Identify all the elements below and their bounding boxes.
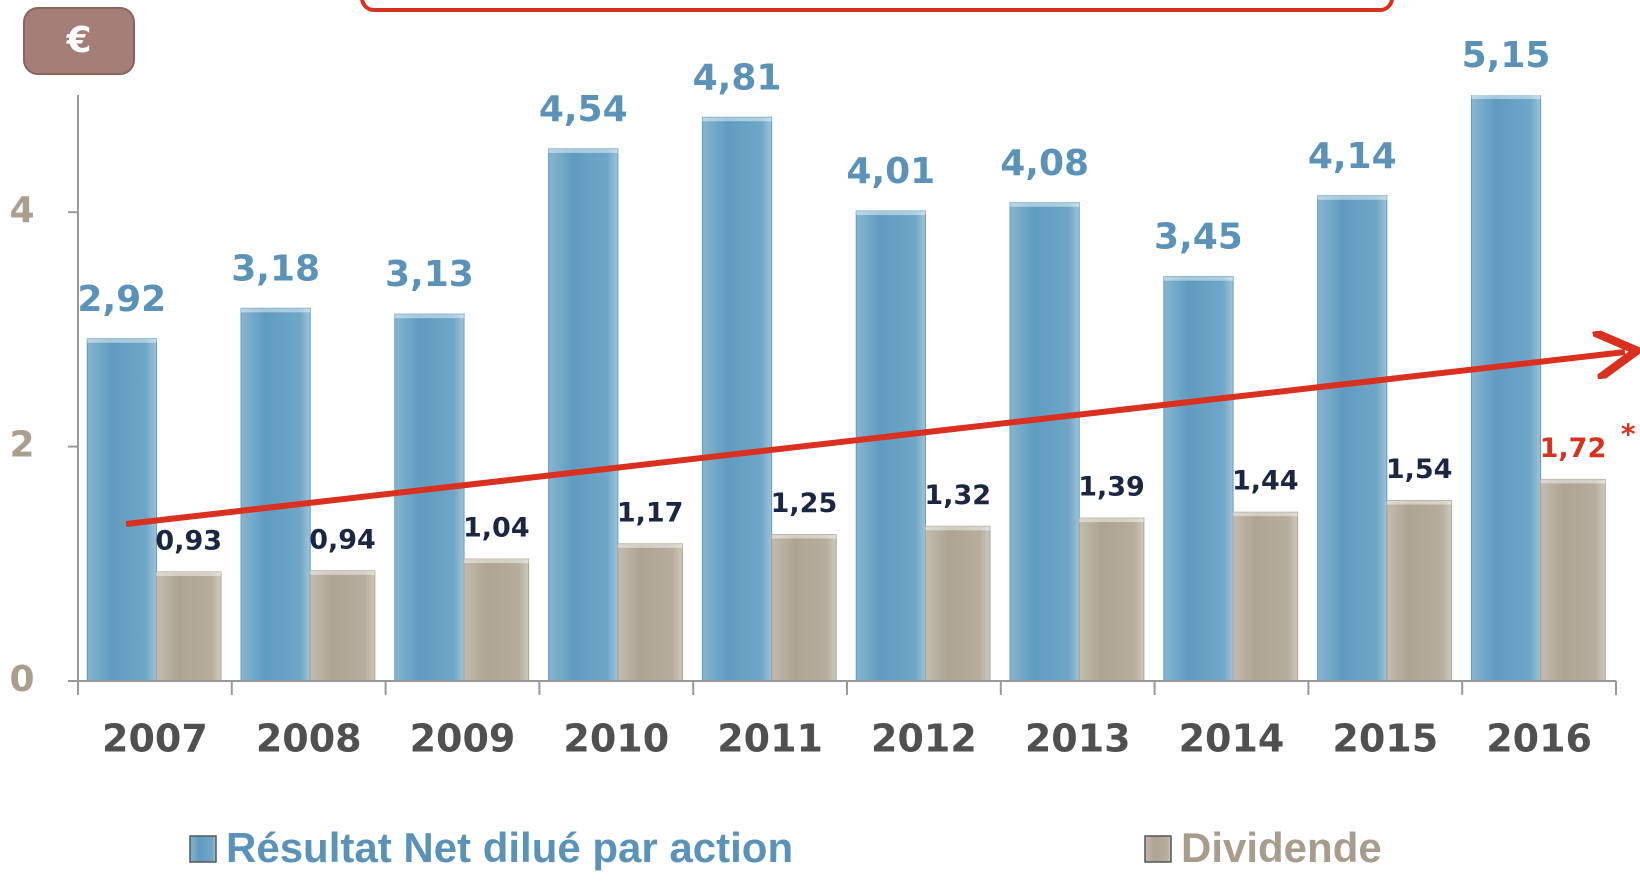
value-label: 1,32	[924, 480, 991, 511]
value-label: 4,14	[1308, 136, 1397, 177]
bar	[394, 313, 465, 682]
value-label: 1,72	[1540, 433, 1607, 464]
bar-cap	[856, 211, 926, 216]
x-tick-label: 2012	[871, 717, 977, 761]
bar-cap	[394, 314, 465, 319]
bar	[771, 534, 837, 682]
bar	[240, 307, 311, 682]
plot-area	[86, 95, 1606, 682]
x-tick-label: 2014	[1179, 717, 1285, 761]
bar	[924, 525, 991, 682]
value-label: 1,17	[617, 497, 684, 528]
bar-cap	[1163, 276, 1234, 281]
value-label: 4,54	[539, 89, 628, 130]
bar-cap	[156, 572, 222, 577]
x-tick-label: 2010	[563, 717, 669, 761]
bar-cap	[1317, 195, 1387, 200]
bar-cap	[1471, 95, 1541, 99]
value-label: 4,81	[693, 57, 782, 98]
bar	[1163, 276, 1234, 682]
header-frame	[360, 0, 1394, 12]
value-label: 2,92	[77, 279, 166, 320]
y-tick-label: 2	[9, 425, 34, 466]
bar-cap	[771, 534, 837, 539]
legend-label: Dividende	[1181, 824, 1382, 871]
annotation: *	[1621, 417, 1636, 450]
bar	[1009, 202, 1080, 682]
x-tick-label: 2015	[1332, 717, 1438, 761]
legend-swatch	[1144, 835, 1172, 863]
badge-text: €	[65, 20, 91, 61]
bar	[309, 570, 376, 682]
value-label: 1,04	[463, 513, 530, 544]
bar	[1317, 195, 1388, 682]
bar-cap	[548, 148, 618, 153]
bar	[155, 571, 222, 682]
bar-cap	[1540, 479, 1606, 484]
badge	[23, 7, 135, 75]
bar-cap	[702, 117, 772, 122]
bar	[463, 558, 530, 682]
bar	[1540, 478, 1606, 682]
x-tick-label: 2013	[1025, 717, 1131, 761]
bar-cap	[925, 526, 991, 531]
bar	[855, 210, 926, 682]
bar	[1232, 511, 1299, 682]
bar-cap	[1386, 500, 1452, 505]
value-label: 3,13	[385, 254, 474, 295]
overlay: 0 2 4 2007 2,92 0,93 2008 3,18 0,94 2009 3,13 1,04 2…	[9, 35, 1635, 871]
value-label: 0,94	[309, 524, 376, 555]
value-label: 0,93	[155, 526, 222, 557]
y-tick-label: 0	[9, 659, 34, 700]
value-label: 1,44	[1232, 466, 1299, 497]
bar	[617, 543, 683, 682]
x-tick-label: 2007	[102, 717, 208, 761]
value-label: 4,01	[846, 151, 935, 192]
bar-cap	[310, 570, 375, 575]
bar	[1386, 500, 1452, 682]
bar-cap	[241, 308, 311, 313]
bar-cap	[1079, 518, 1144, 523]
legend-label: Résultat Net dilué par action	[226, 824, 793, 871]
value-label: 3,45	[1154, 217, 1243, 258]
bar-cap	[617, 543, 683, 548]
value-label: 1,25	[771, 488, 838, 519]
trend-arrow	[125, 352, 1625, 527]
value-label: 5,15	[1462, 35, 1551, 76]
x-tick-label: 2008	[256, 717, 362, 761]
bar	[86, 338, 157, 682]
y-tick-label: 4	[9, 190, 34, 231]
x-tick-label: 2016	[1486, 717, 1592, 761]
bar-cap	[1233, 512, 1298, 517]
value-label: 1,39	[1078, 472, 1145, 503]
bar-cap	[464, 559, 529, 564]
bar	[1078, 517, 1145, 682]
bar-cap	[87, 338, 157, 343]
bar	[701, 116, 773, 682]
bar-cap	[1010, 202, 1080, 207]
legend-swatch	[189, 835, 217, 863]
value-label: 4,08	[1000, 143, 1089, 184]
value-label: 1,54	[1386, 454, 1453, 485]
bar	[1470, 95, 1542, 682]
x-tick-label: 2009	[410, 717, 516, 761]
value-label: 3,18	[231, 248, 320, 289]
x-tick-label: 2011	[717, 717, 823, 761]
bar	[548, 148, 619, 682]
